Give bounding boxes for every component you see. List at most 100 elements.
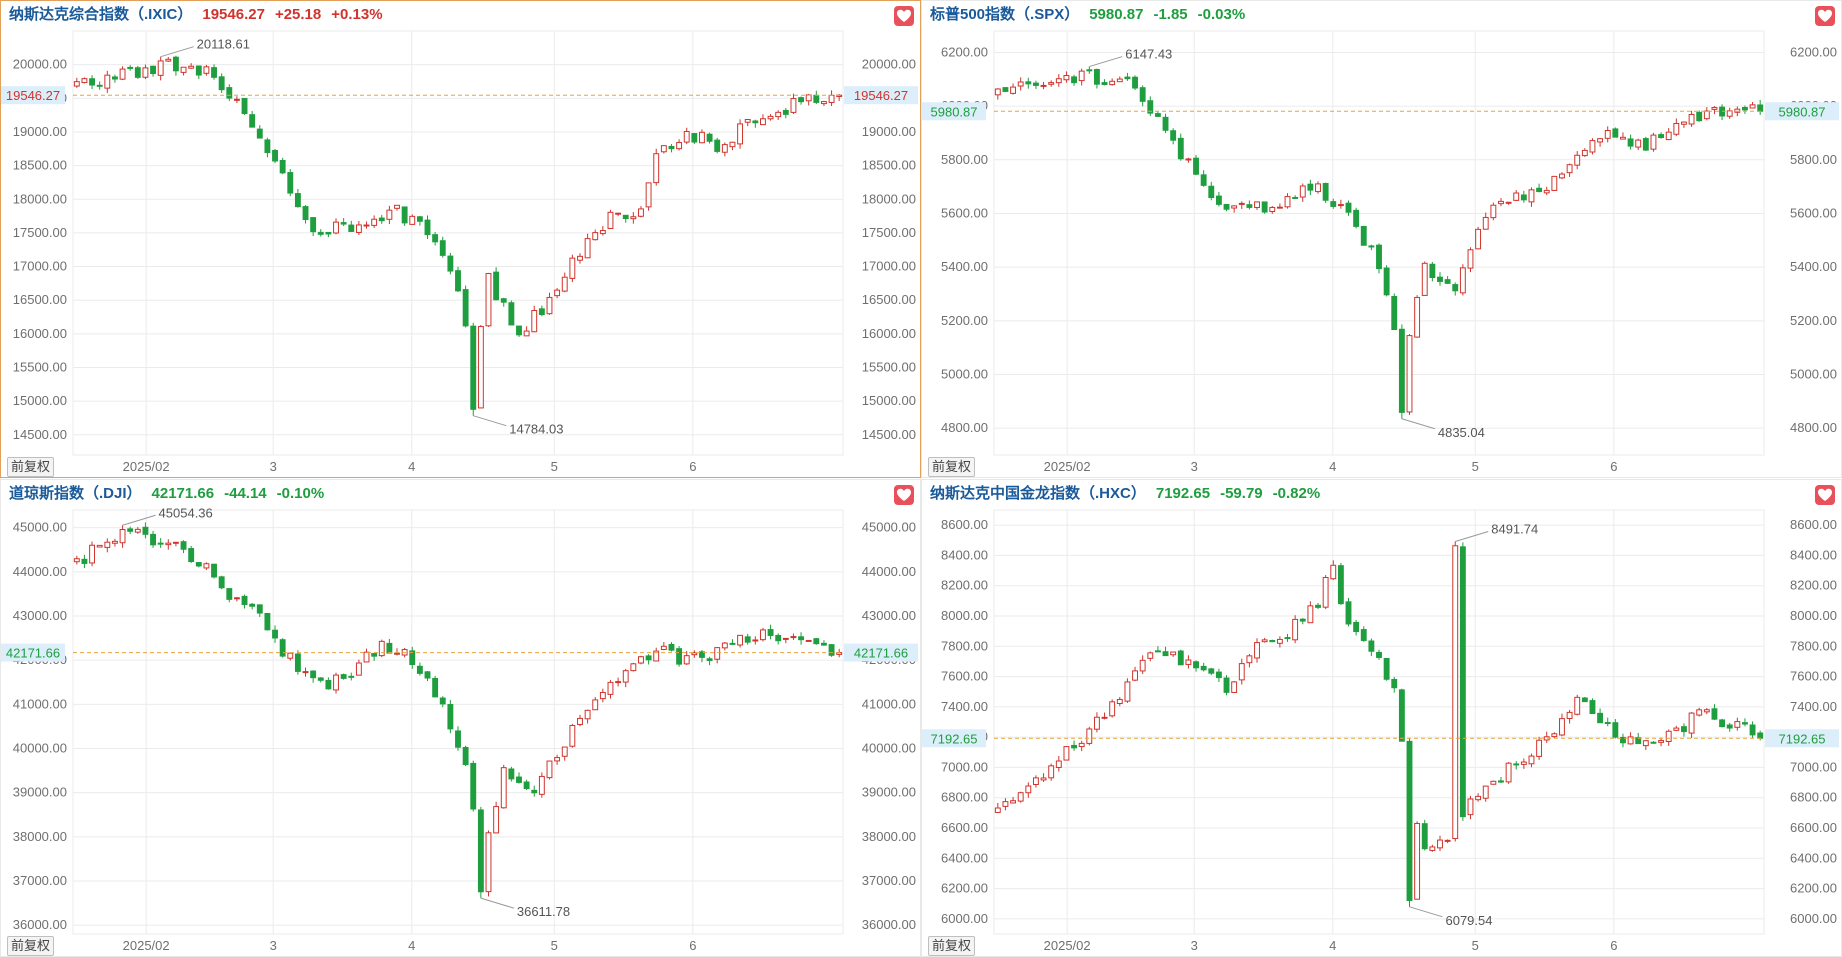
candle-body: [279, 639, 286, 657]
chart-panel-hxc[interactable]: 纳斯达克中国金龙指数（.HXC） 7192.65 -59.79 -0.82% 8600…: [921, 479, 1842, 957]
candle-body: [1231, 205, 1238, 209]
y-tick-label-left: 36000.00: [13, 917, 67, 932]
candle-body: [1109, 80, 1116, 86]
candle-body: [1490, 780, 1497, 785]
candle-body: [760, 629, 766, 641]
candle: [1330, 560, 1337, 581]
chart-panel-dji[interactable]: 道琼斯指数（.DJI） 42171.66 -44.14 -0.10% 45000.00…: [0, 479, 921, 957]
candlestick-chart[interactable]: 8600.00 8600.00 8400.00 8400.00 8200.00 8200.…: [922, 480, 1842, 957]
candle-body: [1292, 196, 1299, 199]
candle: [1322, 575, 1329, 610]
heart-icon[interactable]: [894, 6, 914, 26]
candle: [1642, 136, 1649, 151]
heart-icon[interactable]: [894, 485, 914, 505]
candle: [363, 221, 370, 229]
candle-body: [279, 159, 286, 174]
candle: [500, 764, 507, 809]
candle: [683, 127, 690, 145]
candle: [1475, 793, 1482, 802]
candle-body: [607, 211, 614, 229]
y-tick-label-right: 6200.00: [1790, 44, 1837, 59]
candle-body: [1459, 546, 1466, 818]
candle: [706, 132, 713, 144]
heart-icon[interactable]: [1815, 485, 1835, 505]
candle: [1032, 775, 1039, 788]
current-price-tag-left: [1, 86, 65, 105]
x-tick-label: 2025/02: [123, 459, 170, 474]
y-tick-label-left: 5600.00: [941, 205, 988, 220]
candle: [569, 723, 576, 748]
candle: [1139, 655, 1146, 674]
candle: [119, 66, 126, 81]
candle: [1536, 736, 1543, 760]
candle: [1566, 709, 1573, 724]
candle: [1254, 638, 1260, 663]
candle-body: [790, 636, 797, 639]
candle: [1017, 77, 1024, 91]
y-tick-label-left: 15500.00: [13, 360, 67, 375]
candle-body: [1391, 678, 1398, 689]
period-low-label: 36611.78: [517, 904, 570, 919]
candle-body: [1376, 651, 1382, 658]
candle-body: [1010, 800, 1016, 804]
candle: [409, 646, 416, 669]
candle-body: [1696, 709, 1703, 716]
period-low-label: 6079.54: [1445, 913, 1492, 928]
candle-body: [1055, 760, 1062, 768]
y-tick-label-right: 36000.00: [862, 917, 916, 932]
candle-body: [317, 231, 324, 235]
candle-body: [1193, 157, 1199, 175]
candle-body: [1536, 739, 1543, 757]
candle-body: [729, 141, 736, 148]
candle-body: [1337, 204, 1344, 207]
adjust-button[interactable]: 前复权: [7, 936, 55, 956]
candle-body: [409, 650, 416, 665]
candle-body: [994, 88, 1001, 96]
candle-body: [1475, 228, 1482, 250]
candle: [1703, 107, 1710, 121]
current-price-tag-right: [844, 86, 918, 105]
index-name: 纳斯达克综合指数: [9, 6, 130, 23]
x-tick-label: 6: [1610, 459, 1617, 474]
candle-body: [394, 204, 400, 209]
index-price: 7192.65: [1155, 485, 1211, 502]
candle: [1215, 668, 1222, 682]
chart-panel-spx[interactable]: 标普500指数（.SPX） 5980.87 -1.85 -0.03% 6200.00 6…: [921, 0, 1842, 478]
candle: [1132, 75, 1138, 90]
candle: [470, 322, 477, 416]
candle: [1574, 151, 1581, 170]
candle: [630, 211, 637, 224]
candle: [1238, 658, 1245, 685]
candle-body: [1444, 839, 1451, 842]
candlestick-chart[interactable]: 45000.00 45000.00 44000.00 44000.00 43000.00…: [1, 480, 921, 957]
candle-body: [1170, 130, 1177, 141]
candle: [218, 575, 225, 590]
candle-body: [691, 652, 698, 656]
current-price-label-left: 19546.27: [6, 88, 60, 103]
candle: [378, 639, 385, 658]
adjust-button[interactable]: 前复权: [928, 457, 976, 477]
candle-body: [455, 730, 461, 748]
adjust-button[interactable]: 前复权: [928, 936, 976, 956]
chart-panel-ixic[interactable]: 纳斯达克综合指数（.IXIC） 19546.27 +25.18 +0.13% 2000…: [0, 0, 921, 478]
y-tick-label-right: 7000.00: [1790, 759, 1837, 774]
index-code: （.SPX）: [1015, 6, 1080, 23]
candle: [599, 226, 606, 236]
candle: [1360, 225, 1367, 246]
candlestick-chart[interactable]: 6200.006200.006000.006000.005800.005800.…: [922, 1, 1842, 478]
candle-body: [363, 651, 370, 663]
candlestick-chart[interactable]: 20000.0020000.0019500.0019500.0019000.00…: [1, 1, 921, 478]
candle-body: [1238, 663, 1245, 681]
index-change-pct: -0.10%: [276, 485, 325, 502]
adjust-button[interactable]: 前复权: [7, 457, 55, 477]
x-tick-label: 6: [689, 459, 696, 474]
heart-icon[interactable]: [1815, 6, 1835, 26]
candle: [1154, 111, 1161, 117]
candle-body: [1627, 736, 1634, 745]
x-tick-label: 2025/02: [123, 938, 170, 953]
candle: [165, 539, 172, 550]
candle-body: [1467, 249, 1474, 269]
candle: [172, 541, 179, 547]
candle: [1071, 740, 1077, 751]
candle-body: [1254, 201, 1260, 208]
